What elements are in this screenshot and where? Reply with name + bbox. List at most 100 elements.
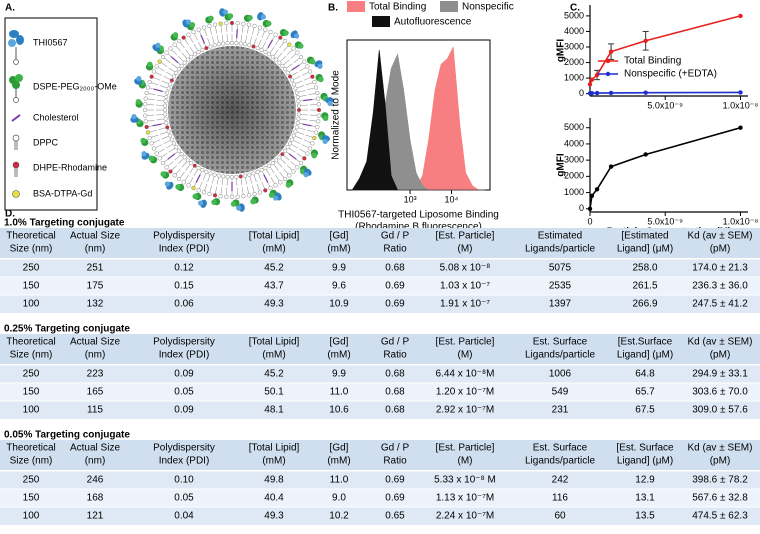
lipid-tail <box>215 186 218 194</box>
lipid-head <box>144 124 149 130</box>
lipid-tail <box>286 164 293 171</box>
lipid-tail <box>241 25 244 33</box>
lipid-head <box>143 96 148 101</box>
table-cell: 0.65 <box>385 511 405 522</box>
y-tick-label: 3000 <box>564 41 584 51</box>
lipid-head <box>229 194 235 200</box>
table-header: Polydispersity <box>153 231 215 242</box>
lipid-head <box>295 50 300 55</box>
lipid-tail <box>279 42 284 49</box>
lipid-tail <box>184 174 189 181</box>
y-tick-label: 2000 <box>564 57 584 67</box>
legend-label: BSA-DTPA-Gd <box>33 188 92 198</box>
table-header: (mM) <box>262 456 285 467</box>
table-cell: 5.33 x 10⁻⁸ M <box>434 475 496 486</box>
lipid-head <box>207 191 212 197</box>
lipid-head <box>229 41 234 46</box>
lipid-tail <box>289 148 296 153</box>
peg-chain <box>265 20 272 27</box>
table-header: Kd (av ± SEM) <box>688 231 753 242</box>
table-cell: 49.8 <box>264 475 284 486</box>
data-point <box>643 38 648 43</box>
lipid-tail <box>283 168 289 175</box>
lipid-tail <box>194 33 198 41</box>
liposome-core-shade <box>168 46 296 174</box>
lipid-head <box>287 42 292 47</box>
table-header: (pM) <box>710 244 731 255</box>
table-header: Ligand] (μM) <box>617 456 673 467</box>
cholesterol <box>288 153 297 160</box>
lipid-head <box>151 146 157 151</box>
lipid-head <box>176 38 182 44</box>
lipid-head <box>169 137 174 142</box>
lipid-head <box>216 42 221 47</box>
lipid-head <box>302 156 307 161</box>
x-tick-label: 1.0x10⁻⁸ <box>723 100 759 110</box>
lipid-tail <box>221 178 224 186</box>
lipid-head <box>255 169 260 174</box>
table-cell: 258.0 <box>632 263 657 274</box>
table-cell: 43.7 <box>264 281 284 292</box>
lipid-head <box>165 90 170 95</box>
lipid-head <box>296 112 301 117</box>
lipid-head <box>259 47 264 52</box>
thi-antibody <box>317 63 323 69</box>
legend-label: Total Binding <box>369 2 426 13</box>
y-tick-label: 1000 <box>564 187 584 197</box>
lipid-head <box>267 52 272 57</box>
table-header: Kd (av ± SEM) <box>688 337 753 348</box>
lipid-tail <box>241 187 244 195</box>
table-cell: 132 <box>87 299 104 310</box>
lipid-tail <box>167 161 174 167</box>
table-header: [Est. Particle] <box>436 443 495 454</box>
table-cell: 48.1 <box>264 405 284 416</box>
lipid-head <box>212 193 218 198</box>
table-cell: 0.69 <box>385 493 405 504</box>
table-header: Actual Size <box>70 443 120 454</box>
table-header: Size (nm) <box>10 350 53 361</box>
lipid-head <box>263 166 268 171</box>
lipid-head <box>277 60 282 65</box>
table-header: [Total Lipid] <box>249 231 300 242</box>
lipid-tail <box>171 63 178 69</box>
lipid-tail <box>246 26 249 34</box>
data-point <box>589 91 595 96</box>
lipid-head <box>196 166 201 171</box>
lipid-head <box>171 74 176 79</box>
lipid-head <box>297 107 302 112</box>
data-point <box>608 49 614 54</box>
lipid-tail <box>220 187 223 195</box>
thi-antibody <box>322 138 328 144</box>
lipid-tail <box>261 31 265 39</box>
lipid-head <box>288 141 293 146</box>
lipid-tail <box>293 58 300 63</box>
legend-label: Cholesterol <box>33 112 79 122</box>
lipid-tail <box>180 42 185 49</box>
data-point <box>608 164 614 169</box>
lipid-tail <box>283 59 290 65</box>
data-point <box>587 82 593 87</box>
peg-chain <box>147 61 153 68</box>
lipid-head <box>176 148 181 153</box>
lipid-tail <box>147 119 155 122</box>
lipid-tail <box>153 77 161 81</box>
lipid-head <box>307 69 313 74</box>
lipid-head <box>143 119 148 124</box>
lipid-head <box>185 158 190 163</box>
lipid-head <box>316 113 321 118</box>
lipid-tail <box>307 129 315 133</box>
table-row-bg <box>0 277 760 295</box>
lipid-head <box>288 74 293 79</box>
thi-antibody <box>141 151 147 157</box>
table-header-bg <box>0 440 760 470</box>
thi-antibody <box>327 100 333 106</box>
thi-antibody <box>136 76 142 82</box>
lipid-head <box>163 112 168 117</box>
lipid-head <box>208 44 213 49</box>
lipid-head <box>196 27 201 32</box>
table-header: [Est. Particle] <box>436 337 495 348</box>
table-cell: 2.92 x 10⁻⁷M <box>436 405 494 416</box>
gd-icon <box>12 190 20 198</box>
y-axis-label: gMFI <box>556 39 567 63</box>
lipid-tail <box>283 45 289 52</box>
